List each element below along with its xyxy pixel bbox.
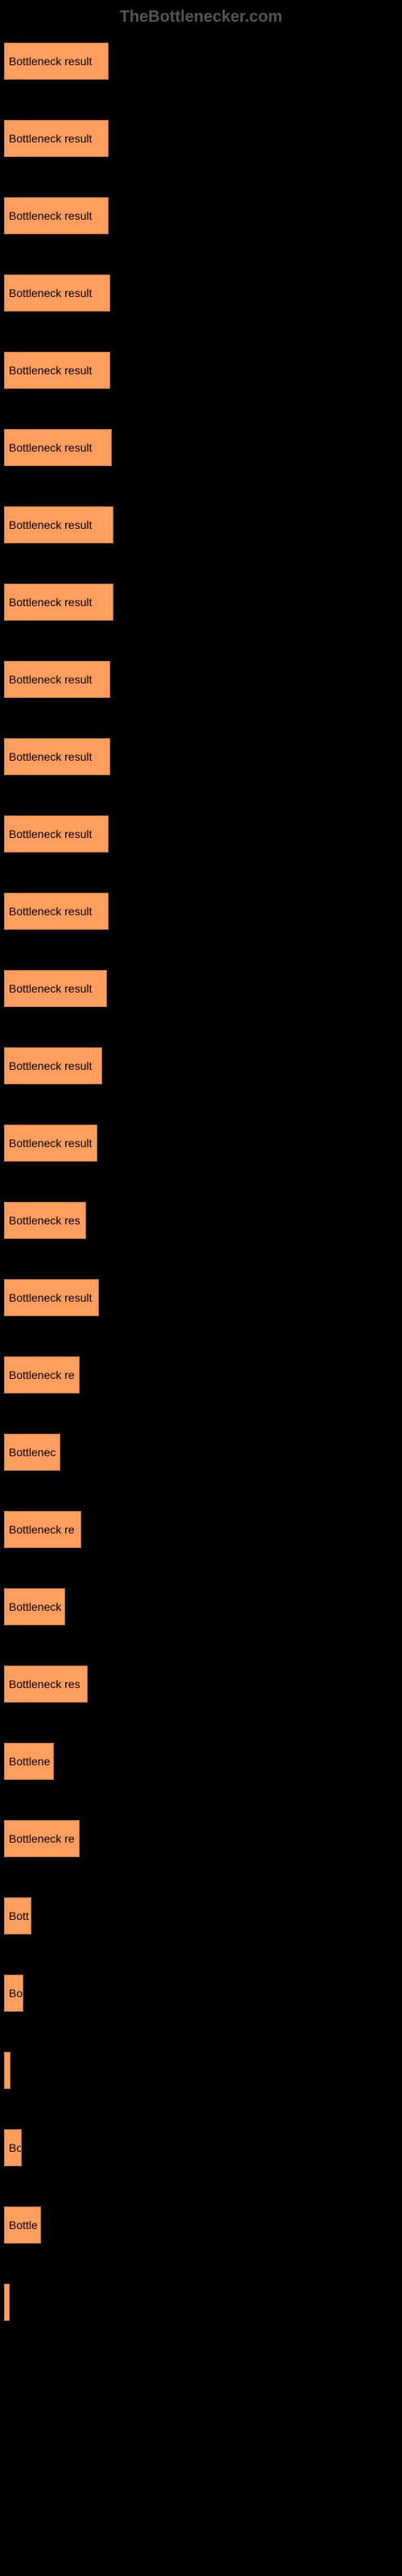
bar-label: Bottle: [9, 2219, 38, 2231]
bar: Bottleneck result: [4, 352, 110, 389]
bar: Bottleneck result: [4, 970, 107, 1007]
bar-row: Bo: [4, 1975, 398, 2012]
bar-row: Bottleneck result: [4, 120, 398, 157]
bar-row: Bottleneck res: [4, 1202, 398, 1239]
bar: Bottlenec: [4, 1434, 60, 1471]
bar-label: Bottleneck result: [9, 55, 92, 68]
bar-label: Bottleneck result: [9, 441, 92, 454]
bar-row: Bottleneck result: [4, 1279, 398, 1316]
watermark-text: TheBottlenecker.com: [0, 8, 402, 27]
bar: Bottleneck re: [4, 1511, 81, 1548]
bar-row: Bottleneck result: [4, 1047, 398, 1084]
bar-label: Bott: [9, 1909, 29, 1922]
bar: Bottleneck res: [4, 1202, 86, 1239]
bar: Bottleneck result: [4, 738, 110, 775]
bar: Bottlene: [4, 1743, 54, 1780]
bar: Bott: [4, 1897, 31, 1934]
bar-row: Bottleneck: [4, 1588, 398, 1625]
bar: Bottleneck result: [4, 43, 109, 80]
bar-row: Bottleneck result: [4, 584, 398, 621]
bar-label: Bottleneck: [9, 1600, 61, 1613]
bar: Bottleneck result: [4, 429, 112, 466]
bar: [4, 2284, 10, 2321]
bar-label: Bottleneck result: [9, 364, 92, 377]
bar: Bottleneck result: [4, 506, 113, 543]
bar: Bottleneck result: [4, 197, 109, 234]
bar-label: Bottleneck result: [9, 132, 92, 145]
bar-row: Bottleneck result: [4, 43, 398, 80]
bar: Bottleneck result: [4, 584, 113, 621]
bar-row: [4, 2052, 398, 2089]
bar: Bottle: [4, 2207, 41, 2244]
bar-label: Bottleneck result: [9, 287, 92, 299]
bar-label: Bottleneck result: [9, 1137, 92, 1150]
bar: Bottleneck result: [4, 1047, 102, 1084]
bar-row: Bottleneck result: [4, 738, 398, 775]
bar-row: [4, 2284, 398, 2321]
bar-label: Bottleneck res: [9, 1678, 80, 1690]
bar-label: Bottleneck result: [9, 596, 92, 609]
bar-label: Bo: [9, 2141, 22, 2154]
bar: Bottleneck result: [4, 1279, 99, 1316]
bar-label: Bottlene: [9, 1755, 50, 1768]
bar: Bottleneck: [4, 1588, 65, 1625]
bar-row: Bottleneck result: [4, 1125, 398, 1162]
bar-row: Bottleneck res: [4, 1666, 398, 1703]
bar: Bottleneck result: [4, 1125, 97, 1162]
bar-row: Bottleneck result: [4, 815, 398, 852]
bar: Bo: [4, 2129, 22, 2166]
bar: Bo: [4, 1975, 23, 2012]
bar-row: Bottlene: [4, 1743, 398, 1780]
bar-label: Bottleneck re: [9, 1832, 75, 1845]
bar: Bottleneck result: [4, 275, 110, 312]
bar-row: Bottleneck result: [4, 197, 398, 234]
bar-row: Bottleneck result: [4, 970, 398, 1007]
bar-row: Bottleneck re: [4, 1511, 398, 1548]
bar-label: Bottleneck result: [9, 828, 92, 840]
bar-label: Bottleneck re: [9, 1368, 75, 1381]
bar-row: Bottleneck re: [4, 1820, 398, 1857]
bar-row: Bott: [4, 1897, 398, 1934]
bar-label: Bottleneck result: [9, 905, 92, 918]
bar-label: Bottleneck result: [9, 673, 92, 686]
bar-label: Bottleneck re: [9, 1523, 75, 1536]
bar: Bottleneck re: [4, 1820, 80, 1857]
bar-label: Bottleneck result: [9, 209, 92, 222]
bar: [4, 2052, 10, 2089]
bar-row: Bottleneck result: [4, 893, 398, 930]
bar-row: Bottleneck result: [4, 429, 398, 466]
bar-label: Bottleneck result: [9, 750, 92, 763]
bar: Bottleneck result: [4, 815, 109, 852]
bar-label: Bottlenec: [9, 1446, 55, 1459]
bar-row: Bottleneck result: [4, 506, 398, 543]
bar: Bottleneck res: [4, 1666, 88, 1703]
bar-label: Bottleneck result: [9, 518, 92, 531]
bar-label: Bottleneck result: [9, 1059, 92, 1072]
bar: Bottleneck result: [4, 120, 109, 157]
bar-row: Bottle: [4, 2207, 398, 2244]
bar-label: Bottleneck result: [9, 982, 92, 995]
bar-row: Bo: [4, 2129, 398, 2166]
bar-row: Bottleneck result: [4, 275, 398, 312]
bar-label: Bottleneck res: [9, 1214, 80, 1227]
bar-row: Bottleneck re: [4, 1356, 398, 1393]
bar: Bottleneck result: [4, 893, 109, 930]
bar-row: Bottleneck result: [4, 352, 398, 389]
bar-row: Bottlenec: [4, 1434, 398, 1471]
bar-label: Bo: [9, 1987, 23, 2000]
bar: Bottleneck re: [4, 1356, 80, 1393]
bar: Bottleneck result: [4, 661, 110, 698]
bar-label: Bottleneck result: [9, 1291, 92, 1304]
bar-chart: Bottleneck result Bottleneck result Bottle…: [0, 43, 402, 2321]
bar-row: Bottleneck result: [4, 661, 398, 698]
